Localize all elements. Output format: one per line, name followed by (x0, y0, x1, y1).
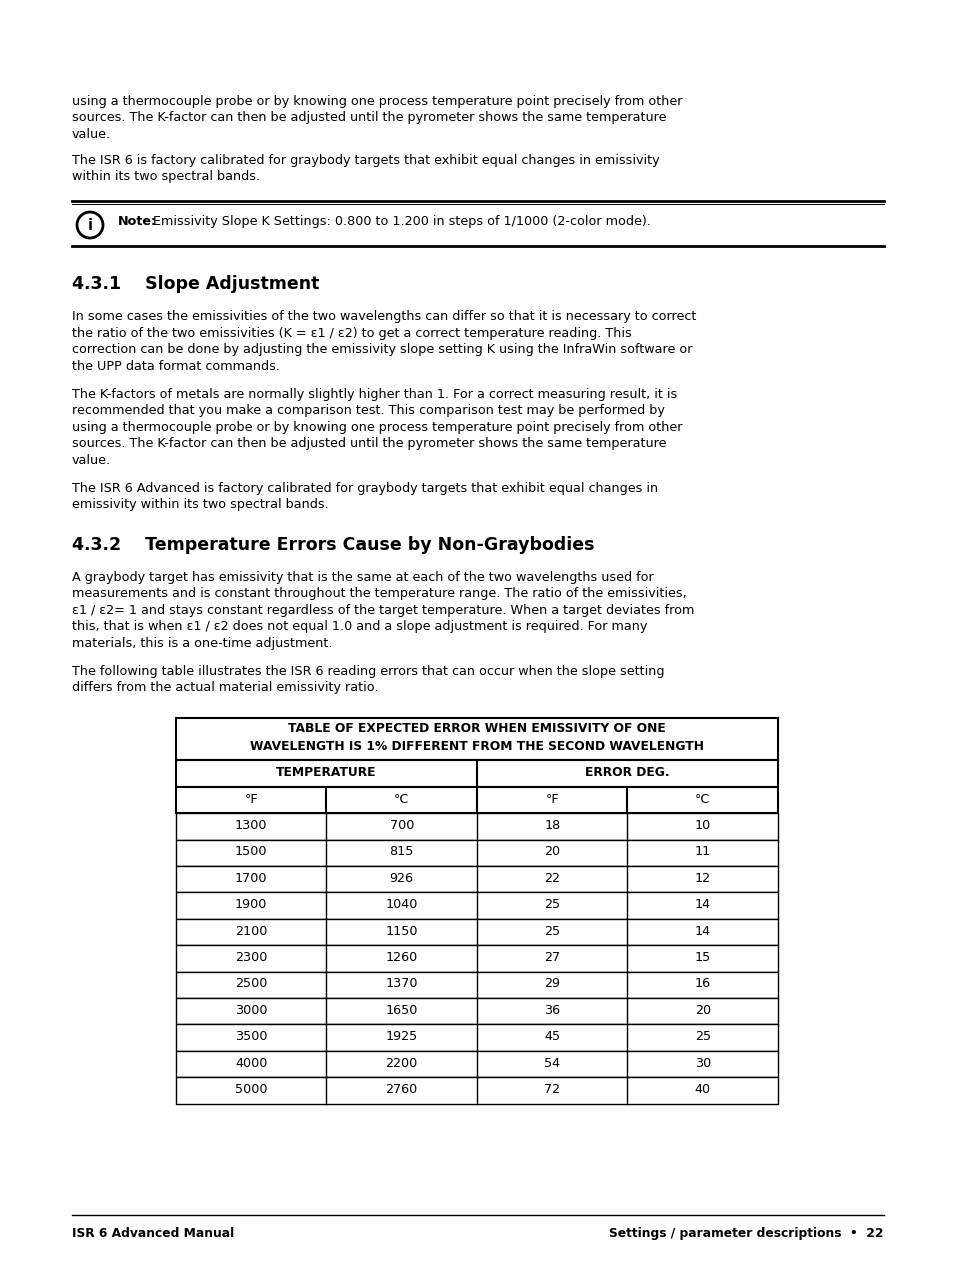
Text: 29: 29 (543, 978, 559, 991)
Text: 45: 45 (543, 1030, 559, 1043)
Text: sources. The K-factor can then be adjusted until the pyrometer shows the same te: sources. The K-factor can then be adjust… (71, 112, 666, 124)
Text: 700: 700 (389, 819, 414, 832)
Text: 14: 14 (694, 925, 710, 937)
Bar (175, 972, 778, 998)
Bar (175, 718, 778, 761)
Text: 54: 54 (543, 1057, 559, 1069)
Bar (175, 1025, 778, 1050)
Text: 926: 926 (390, 871, 414, 885)
Text: materials, this is a one-time adjustment.: materials, this is a one-time adjustment… (71, 636, 333, 650)
Text: The K-factors of metals are normally slightly higher than 1. For a correct measu: The K-factors of metals are normally sli… (71, 387, 677, 400)
Text: sources. The K-factor can then be adjusted until the pyrometer shows the same te: sources. The K-factor can then be adjust… (71, 437, 666, 450)
Text: 1370: 1370 (385, 978, 417, 991)
Text: Note:: Note: (118, 215, 157, 229)
Text: 12: 12 (694, 871, 710, 885)
Bar (175, 866, 778, 893)
Bar (175, 787, 778, 813)
Text: value.: value. (71, 128, 111, 141)
Text: 10: 10 (694, 819, 710, 832)
Text: using a thermocouple probe or by knowing one process temperature point precisely: using a thermocouple probe or by knowing… (71, 420, 681, 433)
Text: 2200: 2200 (385, 1057, 417, 1069)
Text: measurements and is constant throughout the temperature range. The ratio of the : measurements and is constant throughout … (71, 587, 686, 601)
Text: A graybody target has emissivity that is the same at each of the two wavelengths: A graybody target has emissivity that is… (71, 570, 653, 584)
Bar (175, 1077, 778, 1104)
Text: °C: °C (394, 792, 409, 805)
Text: 72: 72 (543, 1083, 559, 1096)
Text: 4.3.1    Slope Adjustment: 4.3.1 Slope Adjustment (71, 276, 319, 293)
Text: 20: 20 (543, 846, 559, 859)
Text: 1700: 1700 (234, 871, 267, 885)
Text: 815: 815 (389, 846, 414, 859)
Text: 25: 25 (543, 898, 559, 911)
Text: 1300: 1300 (234, 819, 267, 832)
Bar (175, 813, 778, 839)
Text: 3000: 3000 (234, 1003, 267, 1017)
Text: correction can be done by adjusting the emissivity slope setting K using the Inf: correction can be done by adjusting the … (71, 343, 692, 356)
Text: 5000: 5000 (234, 1083, 267, 1096)
Text: 4000: 4000 (234, 1057, 267, 1069)
Text: value.: value. (71, 453, 111, 466)
Bar (175, 761, 778, 787)
Text: 15: 15 (694, 951, 710, 964)
Text: 1925: 1925 (385, 1030, 417, 1043)
Text: 16: 16 (694, 978, 710, 991)
Text: 2300: 2300 (234, 951, 267, 964)
Text: In some cases the emissivities of the two wavelengths can differ so that it is n: In some cases the emissivities of the tw… (71, 310, 696, 323)
Text: 36: 36 (543, 1003, 559, 1017)
Text: Emissivity Slope K Settings: 0.800 to 1.200 in steps of 1/1000 (2-color mode).: Emissivity Slope K Settings: 0.800 to 1.… (149, 215, 651, 229)
Text: 22: 22 (543, 871, 559, 885)
Text: ERROR DEG.: ERROR DEG. (584, 766, 669, 780)
Text: TABLE OF EXPECTED ERROR WHEN EMISSIVITY OF ONE: TABLE OF EXPECTED ERROR WHEN EMISSIVITY … (288, 723, 665, 735)
Text: 30: 30 (694, 1057, 710, 1069)
Text: 3500: 3500 (234, 1030, 267, 1043)
Text: 1650: 1650 (385, 1003, 417, 1017)
Text: ε1 / ε2= 1 and stays constant regardless of the target temperature. When a targe: ε1 / ε2= 1 and stays constant regardless… (71, 603, 694, 617)
Text: 2760: 2760 (385, 1083, 417, 1096)
Text: i: i (88, 218, 92, 232)
Text: °F: °F (244, 792, 258, 805)
Text: The following table illustrates the ISR 6 reading errors that can occur when the: The following table illustrates the ISR … (71, 664, 664, 678)
Text: 27: 27 (543, 951, 559, 964)
Text: 2500: 2500 (234, 978, 267, 991)
Bar (175, 945, 778, 972)
Text: °F: °F (545, 792, 558, 805)
Bar (175, 998, 778, 1025)
Text: this, that is when ε1 / ε2 does not equal 1.0 and a slope adjustment is required: this, that is when ε1 / ε2 does not equa… (71, 620, 647, 634)
Bar (175, 1050, 778, 1077)
Text: 1150: 1150 (385, 925, 417, 937)
Bar (175, 919, 778, 945)
Text: 14: 14 (694, 898, 710, 911)
Text: 18: 18 (543, 819, 559, 832)
Text: the UPP data format commands.: the UPP data format commands. (71, 359, 280, 372)
Text: emissivity within its two spectral bands.: emissivity within its two spectral bands… (71, 498, 329, 511)
Text: ISR 6 Advanced Manual: ISR 6 Advanced Manual (71, 1227, 234, 1240)
Text: 2100: 2100 (234, 925, 267, 937)
Bar (175, 839, 778, 866)
Text: 4.3.2    Temperature Errors Cause by Non-Graybodies: 4.3.2 Temperature Errors Cause by Non-Gr… (71, 536, 594, 554)
Text: The ISR 6 Advanced is factory calibrated for graybody targets that exhibit equal: The ISR 6 Advanced is factory calibrated… (71, 481, 658, 494)
Text: differs from the actual material emissivity ratio.: differs from the actual material emissiv… (71, 681, 378, 695)
Text: 20: 20 (694, 1003, 710, 1017)
Text: WAVELENGTH IS 1% DIFFERENT FROM THE SECOND WAVELENGTH: WAVELENGTH IS 1% DIFFERENT FROM THE SECO… (250, 740, 703, 753)
Text: °C: °C (695, 792, 710, 805)
Text: The ISR 6 is factory calibrated for graybody targets that exhibit equal changes : The ISR 6 is factory calibrated for gray… (71, 154, 659, 166)
Text: Settings / parameter descriptions  •  22: Settings / parameter descriptions • 22 (609, 1227, 883, 1240)
Text: 11: 11 (694, 846, 710, 859)
Text: 1040: 1040 (385, 898, 417, 911)
Text: within its two spectral bands.: within its two spectral bands. (71, 170, 260, 183)
Text: 1260: 1260 (385, 951, 417, 964)
Text: 40: 40 (694, 1083, 710, 1096)
Bar (175, 893, 778, 919)
Text: 1500: 1500 (234, 846, 267, 859)
Text: recommended that you make a comparison test. This comparison test may be perform: recommended that you make a comparison t… (71, 404, 664, 417)
Text: 1900: 1900 (234, 898, 267, 911)
Text: TEMPERATURE: TEMPERATURE (276, 766, 376, 780)
Text: the ratio of the two emissivities (K = ε1 / ε2) to get a correct temperature rea: the ratio of the two emissivities (K = ε… (71, 326, 631, 339)
Text: using a thermocouple probe or by knowing one process temperature point precisely: using a thermocouple probe or by knowing… (71, 95, 681, 108)
Text: 25: 25 (694, 1030, 710, 1043)
Text: 25: 25 (543, 925, 559, 937)
